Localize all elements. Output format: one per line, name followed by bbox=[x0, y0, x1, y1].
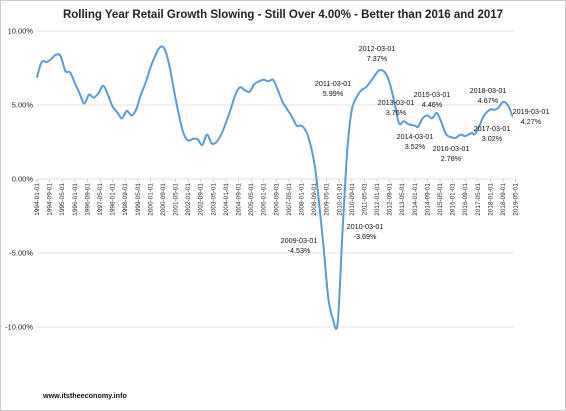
gridlines bbox=[37, 30, 514, 328]
source-credit: www.itstheeconomy.info bbox=[42, 391, 127, 400]
data-annotation: 2015-03-014.46% bbox=[414, 90, 451, 109]
annotation-date: 2011-03-01 bbox=[315, 79, 351, 88]
annotation-value: 4.46% bbox=[422, 100, 443, 109]
data-annotation: 2014-03-013.52% bbox=[397, 132, 434, 151]
x-tick-label: 2018-09-01 bbox=[500, 183, 507, 216]
annotation-date: 2013-03-01 bbox=[378, 98, 415, 107]
annotation-value: 2.78% bbox=[441, 154, 462, 163]
x-tick-label: 2018-01-01 bbox=[487, 183, 494, 216]
annotation-date: 2012-03-01 bbox=[359, 44, 396, 53]
x-axis: 1994-01-01 1994-09-01 1995-05-01 1996-01-01… bbox=[34, 179, 520, 216]
x-tick-label: 2015-05-01 bbox=[437, 183, 444, 216]
data-annotation: 2013-03-013.76% bbox=[378, 98, 415, 117]
x-tick-label: 1994-01-01 bbox=[34, 183, 41, 216]
annotation-date: 2010-03-01 bbox=[347, 222, 384, 231]
annotation-value: 3.02% bbox=[482, 134, 503, 143]
x-tick-label: 1998-09-01 bbox=[122, 183, 129, 216]
x-tick-label: 2014-09-01 bbox=[424, 183, 431, 216]
data-annotation: 2011-03-015.99% bbox=[315, 79, 351, 98]
y-tick-label: 10.00% bbox=[8, 27, 34, 36]
x-tick-label: 2004-01-01 bbox=[223, 183, 230, 216]
annotation-date: 2009-03-01 bbox=[281, 236, 318, 245]
annotation-date: 2014-03-01 bbox=[397, 132, 434, 141]
annotation-value: -4.53% bbox=[288, 246, 311, 255]
x-tick-label: 2001-05-01 bbox=[173, 183, 180, 216]
annotation-value: 3.52% bbox=[405, 142, 426, 151]
x-tick-label: 2002-01-01 bbox=[185, 183, 192, 216]
y-tick-label: 5.00% bbox=[12, 101, 34, 110]
data-annotation: 2012-03-017.37% bbox=[359, 44, 396, 63]
data-annotation: 2016-03-012.78% bbox=[433, 144, 470, 163]
x-tick-label: 2014-01-01 bbox=[412, 183, 419, 216]
x-tick-label: 2000-09-01 bbox=[160, 183, 167, 216]
x-tick-label: 2006-01-01 bbox=[261, 183, 268, 216]
series-line bbox=[36, 45, 514, 331]
annotation-value: 4.27% bbox=[521, 117, 542, 126]
x-tick-label: 2000-01-01 bbox=[147, 183, 154, 216]
x-tick-label: 2019-05-01 bbox=[513, 183, 520, 216]
x-tick-label: 1994-09-01 bbox=[47, 183, 54, 216]
annotation-value: 4.67% bbox=[478, 96, 499, 105]
data-annotation: 2019-03-014.27% bbox=[513, 107, 550, 126]
x-tick-label: 1996-01-01 bbox=[72, 183, 79, 216]
annotation-value: 7.37% bbox=[367, 54, 388, 63]
y-tick-label: -10.00% bbox=[5, 323, 33, 332]
data-annotation: 2018-03-014.67% bbox=[470, 86, 507, 105]
data-annotation: 2010-03-01-3.69% bbox=[347, 222, 384, 241]
annotation-value: -3.69% bbox=[354, 232, 377, 241]
x-tick-label: 1996-09-01 bbox=[84, 183, 91, 216]
x-tick-label: 2010-01-01 bbox=[336, 183, 343, 216]
x-tick-label: 2012-01-01 bbox=[374, 183, 381, 216]
x-tick-label: 2016-01-01 bbox=[450, 183, 457, 216]
x-tick-label: 2010-09-01 bbox=[349, 183, 356, 216]
annotation-value: 5.99% bbox=[323, 89, 344, 98]
x-tick-label: 2007-05-01 bbox=[286, 183, 293, 216]
annotation-date: 2019-03-01 bbox=[513, 107, 550, 116]
annotation-date: 2015-03-01 bbox=[414, 90, 451, 99]
data-annotation: 2009-03-01-4.53% bbox=[281, 236, 318, 255]
annotations: 2009-03-01-4.53% 2010-03-01-3.69% 2011-03-… bbox=[281, 44, 550, 255]
chart-title: Rolling Year Retail Growth Slowing - Sti… bbox=[63, 9, 503, 21]
x-tick-label: 2016-09-01 bbox=[462, 183, 469, 216]
x-tick-label: 2005-05-01 bbox=[248, 183, 255, 216]
x-tick-label: 2008-09-01 bbox=[311, 183, 318, 216]
annotation-date: 2016-03-01 bbox=[433, 144, 470, 153]
y-axis: 10.00% 5.00% 0.00% -5.00% -10.00% bbox=[5, 27, 33, 332]
annotation-date: 2018-03-01 bbox=[470, 86, 507, 95]
x-tick-label: 1997-05-01 bbox=[97, 183, 104, 216]
y-tick-label: -5.00% bbox=[9, 249, 33, 258]
x-tick-label: 2013-05-01 bbox=[399, 183, 406, 216]
x-tick-label: 2009-05-01 bbox=[324, 183, 331, 216]
x-tick-label: 1998-01-01 bbox=[110, 183, 117, 216]
annotation-value: 3.76% bbox=[386, 108, 407, 117]
x-tick-label: 1999-05-01 bbox=[135, 183, 142, 216]
x-tick-label: 2008-01-01 bbox=[298, 183, 305, 216]
x-tick-label: 2012-09-01 bbox=[387, 183, 394, 216]
x-tick-label: 2011-05-01 bbox=[361, 183, 368, 216]
y-tick-label: 0.00% bbox=[12, 175, 34, 184]
x-tick-label: 1995-05-01 bbox=[59, 183, 66, 216]
x-tick-label: 2004-09-01 bbox=[236, 183, 243, 216]
x-tick-label: 2006-09-01 bbox=[273, 183, 280, 216]
data-annotation: 2017-03-013.02% bbox=[474, 124, 511, 143]
x-tick-label: 2002-09-01 bbox=[198, 183, 205, 216]
annotation-date: 2017-03-01 bbox=[474, 124, 511, 133]
x-tick-label: 2003-05-01 bbox=[210, 183, 217, 216]
series-layer bbox=[36, 45, 514, 331]
x-tick-label: 2017-05-01 bbox=[475, 183, 482, 216]
